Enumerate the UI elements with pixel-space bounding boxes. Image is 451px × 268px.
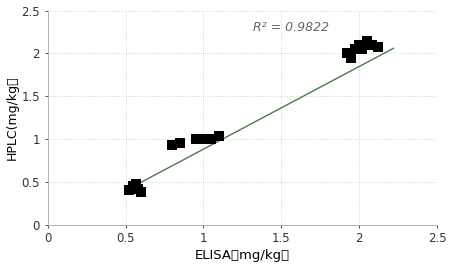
Point xyxy=(125,188,132,192)
Point xyxy=(367,43,374,47)
Point xyxy=(342,51,350,55)
Point xyxy=(133,182,140,187)
Point xyxy=(373,44,381,49)
Point xyxy=(129,184,137,188)
Point xyxy=(199,137,207,141)
X-axis label: ELISA（mg/kg）: ELISA（mg/kg） xyxy=(194,250,289,262)
Point xyxy=(137,190,144,194)
Y-axis label: HPLC(mg/kg）: HPLC(mg/kg） xyxy=(5,75,18,160)
Point xyxy=(168,143,175,147)
Point xyxy=(196,137,203,141)
Text: R² = 0.9822: R² = 0.9822 xyxy=(253,21,329,34)
Point xyxy=(347,55,354,60)
Point xyxy=(202,137,210,141)
Point xyxy=(192,137,199,141)
Point xyxy=(350,47,357,51)
Point xyxy=(358,47,365,51)
Point xyxy=(134,187,141,191)
Point xyxy=(355,43,362,47)
Point xyxy=(176,141,183,146)
Point xyxy=(207,137,214,141)
Point xyxy=(215,133,222,138)
Point xyxy=(363,38,370,43)
